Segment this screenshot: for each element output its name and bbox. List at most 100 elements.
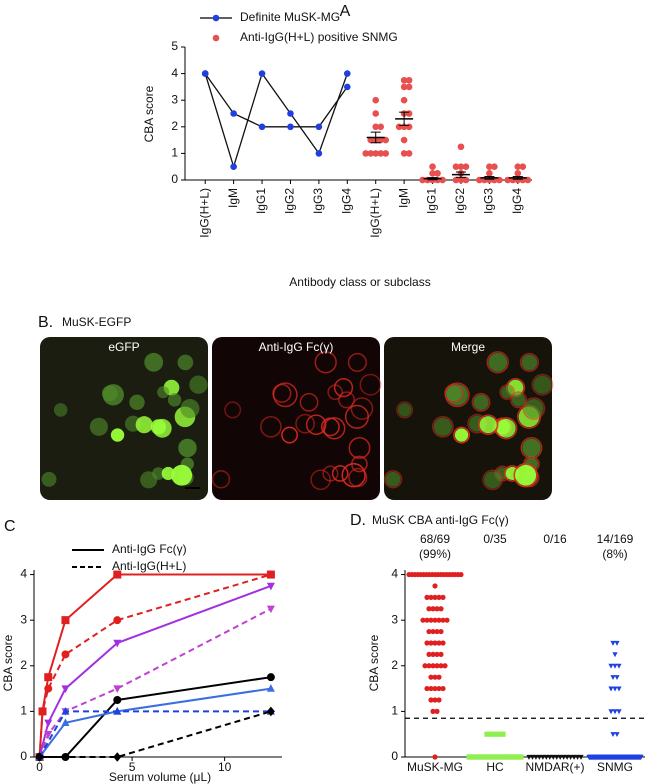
- cell: [521, 354, 538, 371]
- data-point: [230, 110, 237, 117]
- y-tick-label: 0: [20, 749, 27, 763]
- data-point: [432, 754, 438, 760]
- y-tick-label: 1: [171, 146, 178, 160]
- data-point: [44, 719, 53, 728]
- data-point: [315, 150, 323, 157]
- data-point: [557, 754, 563, 760]
- legend-label: Definite MuSK-MG: [240, 10, 340, 24]
- cell-membrane: [432, 415, 454, 438]
- panel-label: A: [340, 3, 351, 20]
- legend-marker: [212, 34, 220, 42]
- data-point: [616, 709, 622, 715]
- data-point: [439, 176, 446, 184]
- data-point: [266, 673, 275, 682]
- panel-title: MuSK CBA anti-IgG Fc(γ): [372, 513, 509, 527]
- data-point: [372, 96, 380, 104]
- y-axis-title: CBA score: [1, 634, 15, 691]
- data-point: [113, 706, 122, 715]
- cell-membrane: [338, 391, 356, 409]
- panel-label: C: [4, 518, 16, 535]
- data-point: [610, 675, 616, 681]
- data-point: [377, 150, 385, 157]
- data-point: [287, 123, 294, 131]
- cell-membrane: [224, 401, 242, 419]
- cell-membrane: [295, 413, 315, 434]
- cell: [89, 417, 108, 436]
- data-point: [44, 730, 53, 739]
- cell: [189, 375, 208, 394]
- legend-label: Anti-IgG(H+L): [112, 559, 186, 573]
- cell: [41, 471, 57, 487]
- cell-membrane: [486, 351, 509, 374]
- data-point: [430, 663, 436, 669]
- data-point: [486, 163, 493, 170]
- data-point: [395, 123, 403, 131]
- cell-membrane: [272, 383, 292, 403]
- data-point: [608, 663, 614, 669]
- data-point: [491, 163, 498, 170]
- data-point: [612, 652, 618, 658]
- y-tick-label: 2: [391, 658, 398, 672]
- data-point: [266, 684, 275, 692]
- x-tick-label: IgG(H+L): [197, 188, 211, 238]
- data-point: [287, 110, 294, 117]
- data-point: [434, 170, 441, 177]
- data-point: [405, 150, 413, 157]
- annotation: 14/169: [597, 532, 634, 546]
- y-axis-title: CBA score: [367, 634, 381, 691]
- x-tick-label: IgG(H+L): [368, 188, 382, 238]
- data-point: [614, 640, 620, 646]
- data-point: [438, 606, 444, 612]
- x-tick-label: IgG1: [425, 188, 439, 214]
- data-point: [258, 70, 266, 77]
- data-point: [430, 708, 436, 714]
- cell-membrane: [211, 470, 231, 489]
- x-tick-label: IgG2: [453, 188, 467, 214]
- cell: [496, 418, 516, 438]
- data-point: [201, 70, 209, 77]
- y-tick-label: 4: [391, 567, 398, 581]
- cell-membrane: [322, 465, 339, 482]
- cell: [157, 386, 170, 399]
- data-point: [113, 639, 122, 648]
- data-point: [230, 163, 237, 170]
- data-point: [492, 731, 498, 737]
- data-point: [610, 640, 616, 646]
- cell: [140, 471, 158, 489]
- data-point: [400, 136, 408, 144]
- data-point: [61, 685, 70, 693]
- data-point: [372, 110, 380, 117]
- cell: [522, 438, 541, 458]
- data-point: [258, 123, 266, 131]
- y-tick-label: 4: [20, 567, 27, 581]
- data-point: [343, 70, 351, 77]
- data-point: [486, 170, 493, 177]
- cell-membrane: [453, 426, 471, 444]
- x-tick-label: 10: [218, 760, 232, 774]
- y-tick-label: 3: [171, 92, 178, 106]
- cell: [102, 385, 118, 402]
- series-line: [38, 710, 271, 758]
- data-point: [424, 640, 430, 646]
- series-line: [204, 73, 348, 128]
- cell-membrane: [383, 470, 403, 489]
- data-point: [428, 617, 434, 623]
- y-tick-label: 5: [171, 39, 178, 53]
- data-point: [614, 732, 620, 738]
- y-tick-label: 3: [20, 612, 27, 626]
- data-point: [564, 754, 570, 760]
- annotation: (8%): [602, 547, 627, 561]
- data-point: [496, 731, 502, 737]
- y-tick-label: 2: [171, 119, 178, 133]
- annotation: 0/16: [543, 532, 567, 546]
- data-point: [405, 123, 413, 131]
- cell: [178, 438, 197, 458]
- data-point: [113, 570, 122, 579]
- cell: [446, 385, 462, 402]
- cell: [533, 375, 552, 394]
- cell-membrane: [341, 463, 366, 488]
- data-point: [422, 663, 428, 669]
- y-tick-label: 2: [20, 658, 27, 672]
- data-point: [428, 640, 434, 646]
- cell: [488, 352, 508, 372]
